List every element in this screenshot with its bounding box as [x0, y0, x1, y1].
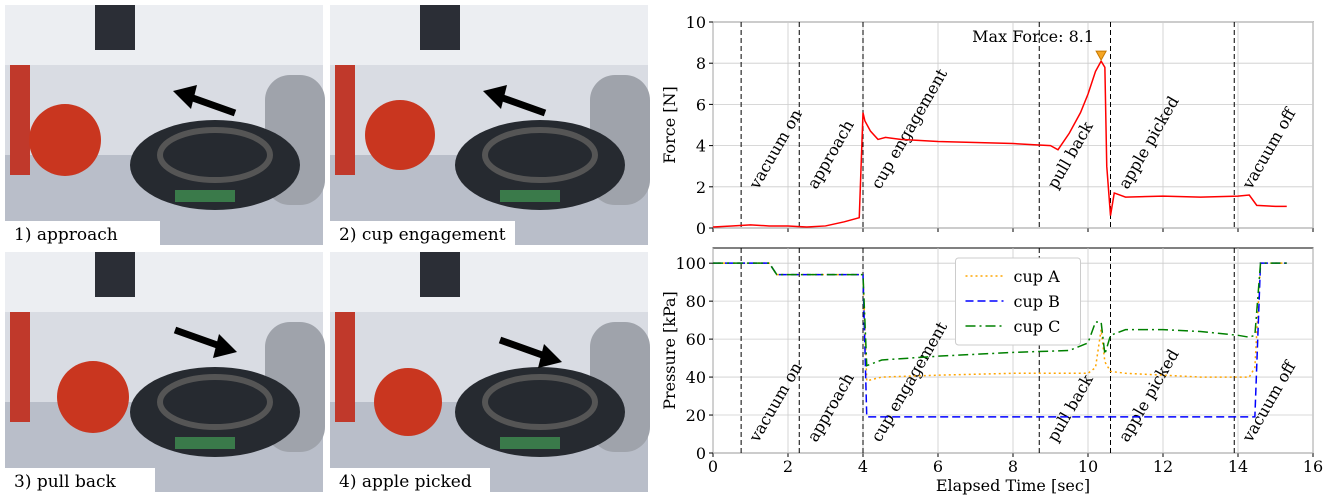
photo-caption: 1) approach — [14, 225, 118, 245]
y-tick-label: 8 — [696, 54, 706, 73]
x-tick-label: 16 — [1303, 457, 1323, 476]
x-tick-label: 6 — [933, 457, 943, 476]
x-tick-label: 12 — [1153, 457, 1173, 476]
pressure-line — [713, 262, 1287, 367]
y-tick-label: 10 — [686, 13, 706, 32]
x-tick-label: 10 — [1078, 457, 1098, 476]
y-tick-label: 0 — [696, 219, 706, 238]
y-tick-label: 6 — [696, 95, 706, 114]
legend-box — [955, 257, 1081, 346]
y-tick-label: 2 — [696, 178, 706, 197]
caption-box — [5, 468, 155, 494]
y-tick-label: 40 — [686, 368, 706, 387]
y-tick-label: 80 — [686, 292, 706, 311]
x-tick-label: 14 — [1228, 457, 1248, 476]
photo-caption: 4) apple picked — [339, 472, 472, 492]
annotation: Max Force: 8.1 — [972, 27, 1094, 46]
x-tick-label: 0 — [708, 457, 718, 476]
legend-label: cup B — [1014, 292, 1060, 311]
x-tick-label: 4 — [858, 457, 868, 476]
photo-4 — [330, 252, 650, 492]
legend-label: cup A — [1014, 267, 1061, 286]
y-axis-label: Pressure [kPa] — [660, 291, 679, 410]
caption-box — [5, 221, 160, 247]
legend-label: cup C — [1014, 317, 1061, 336]
y-tick-label: 100 — [675, 254, 706, 273]
photo-2 — [330, 5, 650, 245]
pressure-line — [713, 262, 1287, 418]
caption-box — [330, 221, 515, 247]
x-axis-label: Elapsed Time [sec] — [936, 476, 1090, 495]
y-tick-label: 4 — [696, 137, 706, 156]
y-axis-label: Force [N] — [660, 86, 679, 164]
y-tick-label: 60 — [686, 330, 706, 349]
photo-caption: 2) cup engagement — [339, 225, 506, 245]
x-tick-label: 8 — [1008, 457, 1018, 476]
max-marker — [1095, 50, 1107, 62]
photo-1 — [5, 5, 325, 245]
y-tick-label: 20 — [686, 406, 706, 425]
force-line — [712, 59, 1287, 228]
caption-box — [330, 468, 490, 494]
x-tick-label: 2 — [783, 457, 793, 476]
photo-3 — [5, 252, 325, 492]
y-tick-label: 0 — [696, 444, 706, 463]
photo-caption: 3) pull back — [14, 472, 116, 492]
pressure-line — [713, 262, 1287, 382]
